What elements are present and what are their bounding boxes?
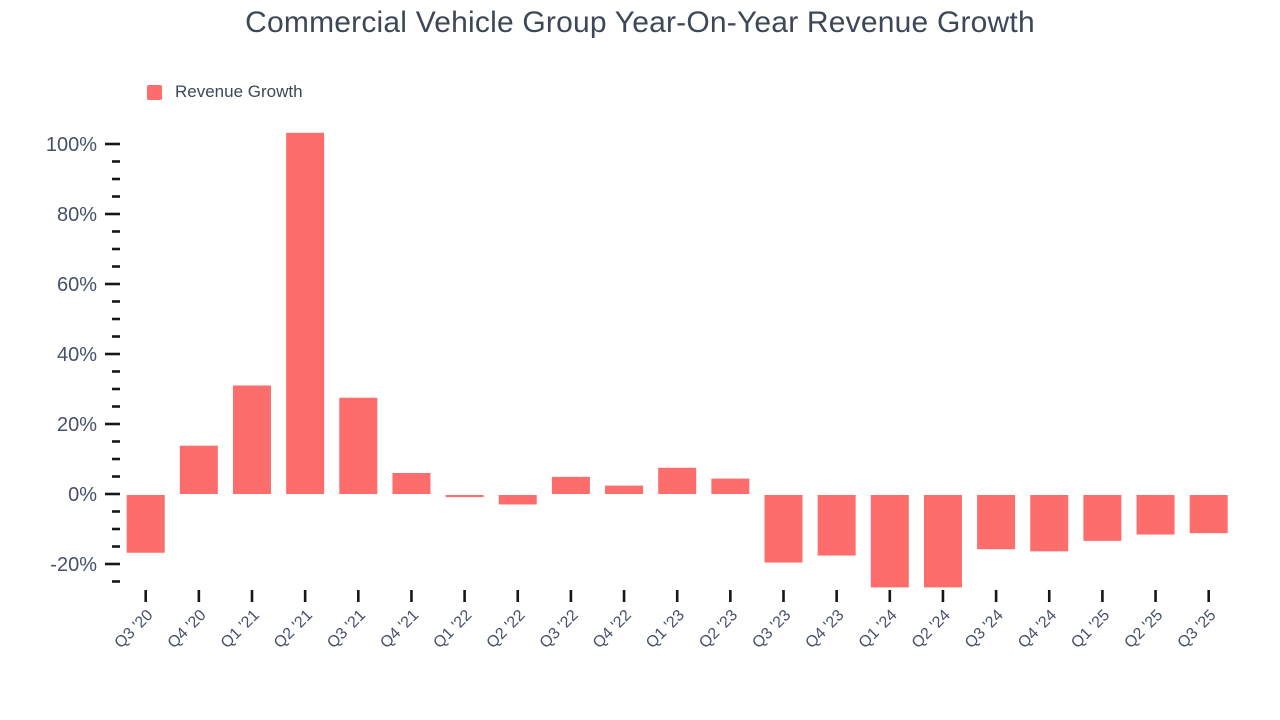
x-axis-tick-label: Q4 '21 — [377, 607, 422, 652]
y-axis-tick-label: 20% — [57, 414, 97, 436]
x-axis-tick-label: Q2 '25 — [1121, 607, 1166, 652]
bar-q225 — [1136, 495, 1175, 535]
bar-q322 — [551, 476, 590, 494]
x-axis-tick-label: Q3 '22 — [537, 607, 582, 652]
x-axis-tick-label: Q3 '25 — [1175, 607, 1220, 652]
bar-q420 — [179, 445, 218, 494]
x-axis-tick-label: Q4 '24 — [1015, 607, 1060, 652]
x-axis-tick-label: Q4 '23 — [802, 607, 847, 652]
x-axis-tick-label: Q1 '25 — [1068, 607, 1113, 652]
bar-q223 — [711, 478, 750, 494]
x-axis-tick-label: Q4 '20 — [165, 607, 210, 652]
x-axis-tick-label: Q3 '23 — [749, 607, 794, 652]
x-axis-tick-label: Q1 '22 — [430, 607, 475, 652]
x-axis-tick-label: Q3 '24 — [962, 607, 1007, 652]
legend: Revenue Growth — [147, 82, 303, 102]
y-axis-tick-label: -20% — [50, 554, 97, 576]
bar-q121 — [233, 385, 271, 494]
bar-q321 — [339, 397, 378, 494]
y-axis-tick-label: 40% — [57, 344, 97, 366]
x-axis-tick-label: Q1 '24 — [856, 607, 901, 652]
y-axis-tick-label: 0% — [68, 484, 97, 506]
y-axis-tick-label: 60% — [57, 274, 97, 296]
x-axis-tick-label: Q1 '23 — [643, 607, 688, 652]
bar-q421 — [392, 473, 431, 494]
x-axis-tick-label: Q3 '21 — [324, 607, 369, 652]
bar-q324 — [977, 495, 1016, 550]
bar-q125 — [1083, 495, 1122, 541]
bar-q422 — [605, 485, 644, 494]
bar-q123 — [658, 467, 697, 494]
bar-q424 — [1030, 495, 1069, 552]
bar-q222 — [498, 495, 537, 505]
y-axis-tick-label: 80% — [57, 204, 97, 226]
bar-q124 — [870, 495, 909, 588]
x-axis-tick-label: Q1 '21 — [218, 607, 263, 652]
x-axis-tick-label: Q2 '21 — [271, 607, 316, 652]
bar-q423 — [817, 495, 856, 556]
x-axis-tick-label: Q2 '22 — [484, 607, 529, 652]
bar-q224 — [923, 495, 962, 588]
x-axis-tick-label: Q2 '23 — [696, 607, 741, 652]
legend-swatch-icon — [147, 84, 162, 100]
x-axis-tick-label: Q3 '20 — [112, 607, 157, 652]
legend-label: Revenue Growth — [175, 82, 303, 101]
bar-q320 — [126, 495, 165, 553]
x-axis-tick-label: Q4 '22 — [590, 607, 635, 652]
bar-q122 — [445, 495, 484, 498]
bar-q323 — [764, 495, 803, 563]
chart-title: Commercial Vehicle Group Year-On-Year Re… — [245, 6, 1035, 39]
x-axis-tick-label: Q2 '24 — [909, 607, 954, 652]
y-axis-tick-label: 100% — [46, 134, 97, 156]
bar-q221 — [286, 132, 325, 495]
bar-q325 — [1189, 495, 1228, 534]
